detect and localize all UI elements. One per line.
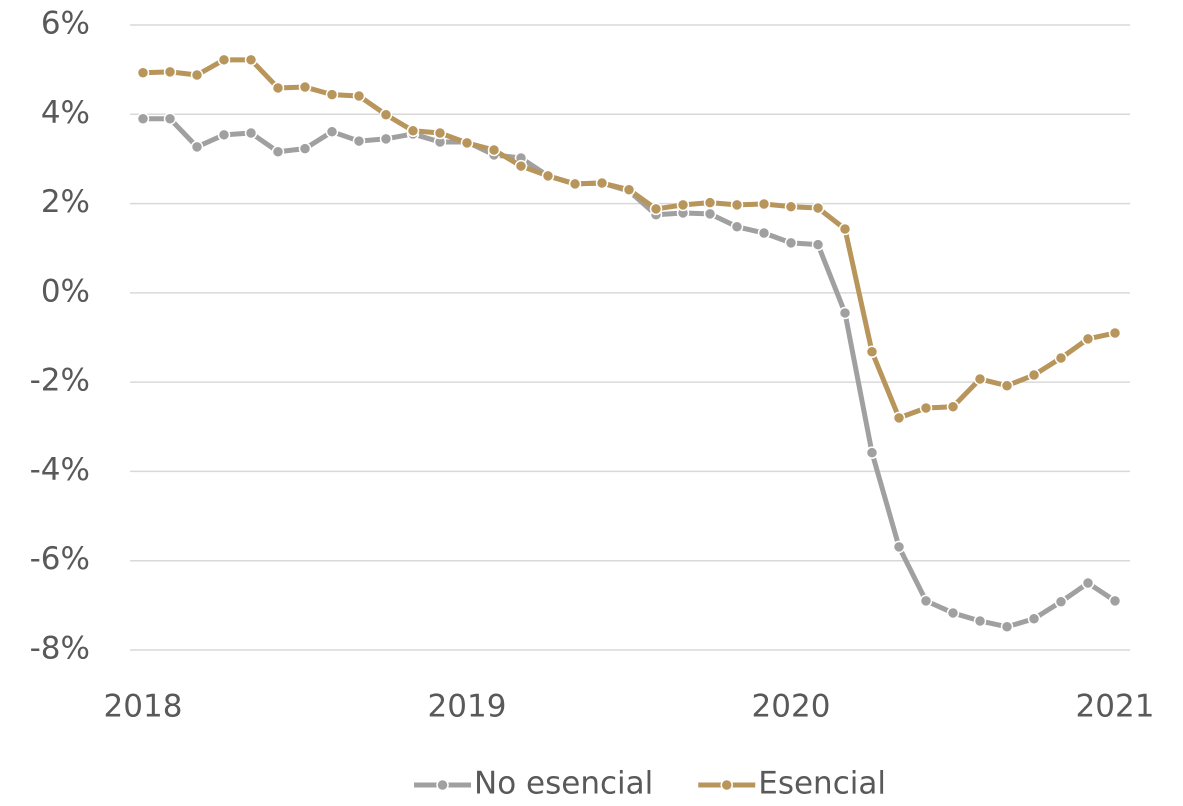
- data-point: [757, 197, 771, 211]
- data-point: [1054, 351, 1068, 365]
- data-point: [379, 108, 393, 121]
- data-point: [163, 112, 177, 125]
- data-point: [487, 143, 501, 157]
- data-point: [298, 142, 312, 155]
- legend-marker: [720, 778, 733, 792]
- data-point: [730, 220, 744, 234]
- data-point: [1000, 620, 1014, 634]
- data-point: [703, 207, 717, 221]
- x-tick-label: 2020: [752, 689, 831, 725]
- y-tick-label: 2%: [41, 184, 90, 220]
- data-point: [973, 614, 987, 628]
- data-point: [1108, 326, 1122, 340]
- data-point: [190, 68, 204, 82]
- data-point: [676, 198, 690, 212]
- data-point: [460, 136, 474, 150]
- data-point: [1081, 576, 1095, 590]
- data-point: [1027, 368, 1041, 382]
- data-point: [244, 53, 258, 67]
- x-tick-label: 2019: [428, 689, 507, 725]
- data-point: [865, 446, 879, 459]
- data-point: [1108, 594, 1122, 608]
- data-point: [757, 226, 771, 240]
- data-point: [136, 66, 150, 80]
- data-point: [784, 236, 798, 250]
- data-point: [622, 183, 636, 196]
- y-tick-label: -8%: [30, 631, 90, 667]
- series-line: [142, 57, 1116, 421]
- y-tick-label: -4%: [30, 452, 90, 488]
- data-point: [325, 125, 339, 138]
- legend-marker: [436, 778, 449, 792]
- data-point: [541, 169, 555, 183]
- data-point: [892, 411, 906, 425]
- x-tick-label: 2018: [104, 689, 183, 725]
- data-point: [811, 238, 825, 251]
- data-point: [811, 201, 825, 215]
- data-point: [352, 89, 366, 103]
- legend: No esencial Esencial: [414, 766, 886, 802]
- data-point: [1081, 332, 1095, 346]
- data-point: [163, 65, 177, 79]
- y-tick-label: -2%: [30, 363, 90, 399]
- data-point: [838, 306, 852, 320]
- data-point: [838, 222, 852, 236]
- legend-label: No esencial: [474, 766, 653, 802]
- y-tick-label: 6%: [41, 6, 90, 42]
- data-point: [244, 126, 258, 140]
- x-tick-label: 2021: [1076, 689, 1155, 725]
- data-point: [217, 53, 231, 67]
- data-point: [352, 134, 366, 148]
- data-point: [919, 594, 933, 608]
- y-tick-label: 0%: [41, 273, 90, 309]
- data-point: [649, 202, 663, 216]
- data-point: [136, 112, 150, 125]
- data-point: [325, 88, 339, 101]
- data-point: [298, 80, 312, 94]
- data-point: [784, 200, 798, 213]
- data-point: [433, 126, 447, 140]
- data-point: [919, 401, 933, 415]
- data-point: [973, 372, 987, 386]
- data-point: [946, 400, 960, 413]
- data-point: [406, 124, 420, 138]
- data-point: [730, 198, 744, 212]
- data-point: [1000, 379, 1014, 392]
- data-point: [271, 81, 285, 95]
- y-tick-label: -6%: [30, 541, 90, 577]
- data-point: [1054, 595, 1068, 609]
- data-point: [892, 540, 906, 554]
- data-point: [595, 176, 609, 190]
- data-point: [946, 606, 960, 620]
- data-point: [865, 345, 879, 359]
- data-point: [703, 196, 717, 209]
- data-point: [190, 140, 204, 154]
- data-point: [568, 177, 582, 191]
- data-point: [379, 132, 393, 146]
- data-point: [514, 159, 528, 173]
- legend-label: Esencial: [758, 766, 886, 802]
- data-point: [217, 128, 231, 142]
- data-point: [1027, 612, 1041, 625]
- y-tick-label: 4%: [41, 95, 90, 131]
- data-point: [271, 145, 285, 159]
